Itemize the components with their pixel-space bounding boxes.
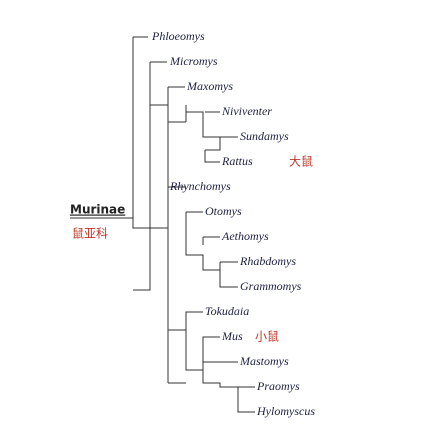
taxon-label: Otomys bbox=[205, 204, 242, 218]
taxon-label: Tokudaia bbox=[205, 304, 249, 318]
taxon-label: Hylomyscus bbox=[256, 404, 315, 418]
subfamily-name: Murinae bbox=[70, 203, 125, 217]
taxon-label: Phloeomys bbox=[151, 29, 205, 43]
taxon-label: Niviventer bbox=[221, 104, 272, 118]
taxon-label: Maxomys bbox=[186, 79, 233, 93]
taxon-common-name: 大鼠 bbox=[289, 155, 313, 169]
tree-branches bbox=[132, 36, 255, 413]
taxon-label: Rhabdomys bbox=[239, 254, 296, 268]
taxon-label: Sundamys bbox=[240, 129, 289, 143]
subfamily-common-name: 鼠亚科 bbox=[72, 227, 108, 241]
taxon-label: Aethomys bbox=[221, 229, 269, 243]
taxon-label: Mus bbox=[221, 329, 243, 343]
taxon-common-name: 小鼠 bbox=[255, 330, 279, 344]
taxon-label: Mastomys bbox=[239, 354, 289, 368]
taxon-label: Rattus bbox=[221, 154, 253, 168]
taxon-label: Praomys bbox=[256, 379, 300, 393]
taxon-label: Rhynchomys bbox=[169, 179, 231, 193]
taxon-label: Micromys bbox=[169, 54, 218, 68]
taxon-label: Grammomys bbox=[240, 279, 302, 293]
